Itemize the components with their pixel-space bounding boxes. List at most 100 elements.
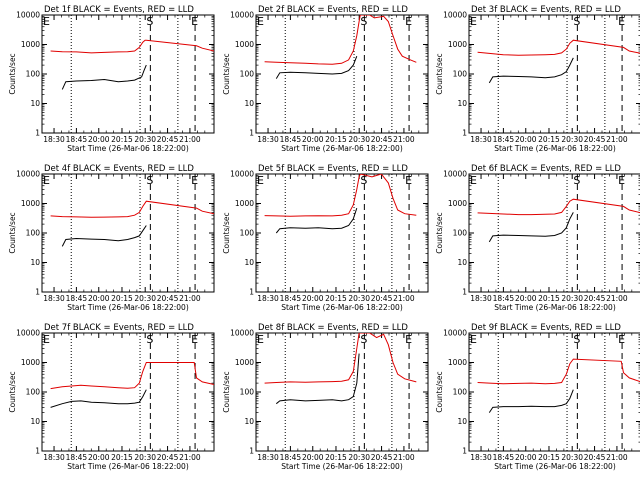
axes-frame: [41, 173, 215, 293]
transition-marker-E: E: [618, 333, 625, 346]
x-tick-label: 18:45: [280, 294, 302, 303]
y-tick-label: 100: [453, 388, 468, 397]
transition-marker-E: E: [405, 333, 412, 346]
x-tick-label: 20:45: [157, 135, 179, 144]
x-axis-label: Start Time (26-Mar-06 18:22:00): [281, 462, 403, 471]
y-tick-label: 10: [244, 258, 254, 267]
panel-title: Det 4f BLACK = Events, RED = LLD: [44, 164, 194, 174]
transition-marker-E: E: [618, 174, 625, 187]
y-tick-label: 1000: [448, 358, 467, 367]
panel-title: Det 8f BLACK = Events, RED = LLD: [258, 323, 408, 333]
lld-series-line: [477, 358, 640, 385]
y-axis-label: Counts/sec: [435, 212, 444, 253]
y-tick-label: 1000: [235, 40, 254, 49]
y-axis-label: Counts/sec: [8, 371, 17, 412]
y-tick-label: 10000: [443, 11, 467, 20]
y-tick-label: 1000: [21, 199, 40, 208]
detector-panel-1: Det 1f BLACK = Events, RED = LLD 1 10 100 10…: [8, 5, 215, 153]
x-tick-label: 18:30: [470, 453, 492, 462]
y-tick-label: 1: [35, 129, 40, 138]
x-tick-label: 20:15: [325, 294, 347, 303]
y-tick-label: 10000: [16, 329, 40, 338]
panel-title: Det 6f BLACK = Events, RED = LLD: [471, 164, 621, 174]
detector-panel-9: Det 9f BLACK = Events, RED = LLD 1 10 100 10…: [435, 323, 640, 471]
y-tick-label: 100: [26, 229, 41, 238]
x-tick-label: 20:30: [561, 294, 583, 303]
y-tick-label: 10: [30, 258, 40, 267]
x-tick-label: 18:30: [43, 135, 65, 144]
x-tick-label: 20:45: [371, 453, 393, 462]
x-axis-label: Start Time (26-Mar-06 18:22:00): [281, 144, 403, 153]
y-tick-label: 1: [249, 447, 254, 456]
y-tick-label: 1: [249, 288, 254, 297]
x-tick-label: 20:30: [134, 135, 156, 144]
lld-series-line: [264, 333, 417, 384]
transition-marker-E: E: [43, 15, 50, 28]
x-tick-label: 20:15: [538, 135, 560, 144]
x-tick-label: 18:45: [280, 453, 302, 462]
transition-marker-E: E: [43, 174, 50, 187]
x-tick-label: 20:45: [157, 294, 179, 303]
y-tick-label: 100: [453, 229, 468, 238]
x-tick-label: 21:00: [606, 294, 628, 303]
y-tick-label: 10: [457, 258, 467, 267]
y-tick-label: 10: [457, 417, 467, 426]
axes-frame: [255, 332, 429, 452]
x-tick-label: 20:00: [302, 294, 324, 303]
y-tick-label: 10: [30, 417, 40, 426]
transition-marker-E: E: [191, 174, 198, 187]
x-tick-label: 18:45: [493, 453, 515, 462]
y-tick-label: 10000: [230, 329, 254, 338]
y-tick-label: 10000: [16, 170, 40, 179]
events-series-line: [275, 56, 358, 79]
x-axis-label: Start Time (26-Mar-06 18:22:00): [494, 144, 616, 153]
x-tick-label: 21:00: [393, 294, 415, 303]
y-tick-label: 1000: [21, 40, 40, 49]
transition-marker-S: S: [360, 333, 367, 346]
x-axis-label: Start Time (26-Mar-06 18:22:00): [67, 144, 189, 153]
detector-panel-2: Det 2f BLACK = Events, RED = LLD 1 10 100 10…: [222, 5, 429, 153]
events-series-line: [488, 57, 574, 84]
transition-marker-E: E: [405, 15, 412, 28]
lld-series-line: [50, 200, 214, 218]
lld-series-line: [477, 198, 640, 216]
axes-frame: [41, 332, 215, 452]
x-tick-label: 21:00: [179, 135, 201, 144]
x-tick-label: 21:00: [179, 453, 201, 462]
transition-marker-S: S: [360, 15, 367, 28]
transition-marker-S: S: [146, 15, 153, 28]
detector-panel-4: Det 4f BLACK = Events, RED = LLD 1 10 100 10…: [8, 164, 215, 312]
x-tick-label: 20:00: [88, 135, 110, 144]
x-tick-label: 20:15: [111, 135, 133, 144]
transition-marker-E: E: [405, 174, 412, 187]
events-series-line: [275, 353, 360, 405]
x-tick-label: 20:30: [561, 135, 583, 144]
transition-marker-E: E: [191, 15, 198, 28]
y-tick-label: 1000: [448, 199, 467, 208]
x-axis-label: Start Time (26-Mar-06 18:22:00): [67, 303, 189, 312]
x-tick-label: 18:45: [66, 453, 88, 462]
panel-title: Det 3f BLACK = Events, RED = LLD: [471, 5, 621, 15]
events-series-line: [50, 389, 147, 408]
x-tick-label: 20:15: [325, 453, 347, 462]
x-tick-label: 21:00: [393, 453, 415, 462]
x-tick-label: 18:30: [257, 135, 279, 144]
detector-panel-3: Det 3f BLACK = Events, RED = LLD 1 10 100 10…: [435, 5, 640, 153]
x-tick-label: 20:30: [348, 294, 370, 303]
panel-title: Det 1f BLACK = Events, RED = LLD: [44, 5, 194, 15]
x-tick-label: 20:45: [584, 135, 606, 144]
transition-marker-E: E: [257, 15, 264, 28]
lld-series-line: [264, 15, 417, 65]
y-axis-label: Counts/sec: [435, 371, 444, 412]
detector-panel-8: Det 8f BLACK = Events, RED = LLD 1 10 100 10…: [222, 323, 429, 471]
x-tick-label: 20:15: [325, 135, 347, 144]
lld-series-line: [50, 39, 214, 54]
transition-marker-S: S: [146, 333, 153, 346]
y-tick-label: 10: [30, 99, 40, 108]
lld-series-line: [477, 39, 640, 56]
transition-marker-E: E: [618, 15, 625, 28]
x-tick-label: 18:30: [470, 135, 492, 144]
x-tick-label: 18:45: [66, 135, 88, 144]
x-tick-label: 18:45: [66, 294, 88, 303]
